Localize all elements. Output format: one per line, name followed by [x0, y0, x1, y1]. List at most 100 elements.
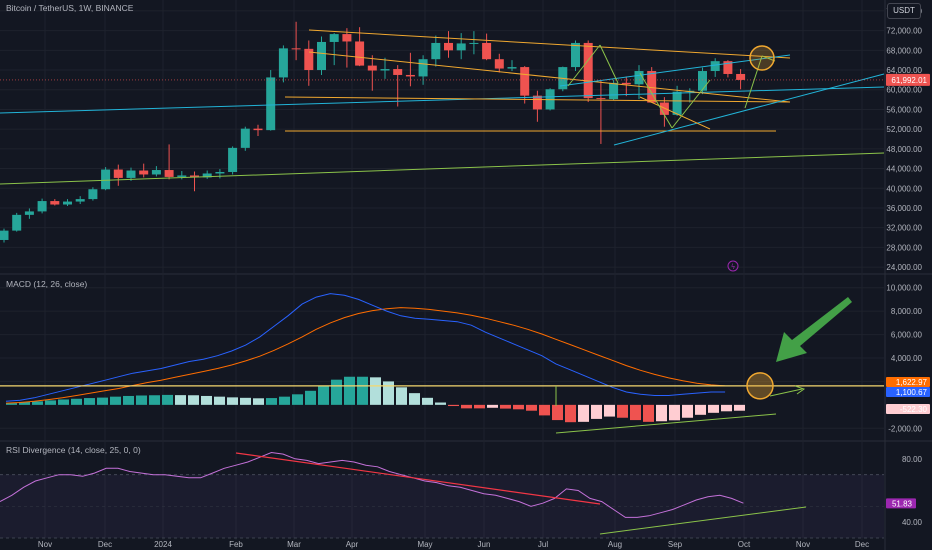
macd-histogram-bar	[58, 399, 69, 405]
grid-lines	[0, 0, 884, 540]
price-axis-tick-label: 72,000.00	[886, 27, 922, 36]
time-axis-tick-label: Aug	[608, 540, 622, 549]
macd-histogram-bar	[461, 404, 472, 409]
candle-body	[393, 69, 403, 75]
candle-body	[494, 59, 504, 69]
rsi-band	[0, 474, 884, 539]
candle-body	[355, 41, 365, 66]
candle-body	[50, 201, 60, 205]
trendline-drawings[interactable]	[0, 29, 885, 185]
rsi-title[interactable]: RSI Divergence (14, close, 25, 0, 0)	[6, 445, 141, 455]
macd-histogram-bar	[721, 404, 732, 412]
macd-histogram-bar	[149, 395, 160, 405]
candle-body	[253, 128, 263, 131]
macd-histogram-bar	[136, 395, 147, 405]
event-marker-icon[interactable]	[727, 260, 739, 272]
macd-histogram-bar	[162, 394, 173, 405]
time-axis[interactable]: Nov Dec 2024 Feb Mar Apr May Jun Jul Aug Sep Oct Nov…	[38, 540, 869, 549]
signal-line	[5, 307, 726, 404]
price-axis-tick-label: 24,000.00	[886, 263, 922, 272]
projection-up-3	[744, 55, 763, 109]
macd-histogram-bar	[84, 398, 95, 405]
macd-histogram-bar	[591, 404, 602, 419]
macd-histogram-bar	[500, 404, 511, 409]
descending-channel-top	[308, 29, 791, 59]
macd-histogram-bar	[214, 396, 225, 405]
macd-histogram-bar	[643, 404, 654, 422]
candle-body	[736, 73, 746, 80]
macd-histogram-bar	[201, 395, 212, 405]
macd-title[interactable]: MACD (12, 26, close)	[6, 279, 87, 289]
macd-histogram-bar	[578, 404, 589, 422]
candle-body	[317, 41, 326, 71]
macd-histogram-bar	[292, 394, 303, 405]
candle-body	[456, 43, 466, 51]
time-axis-tick-label: May	[417, 540, 432, 549]
currency-selector[interactable]: USDT	[887, 3, 921, 19]
macd-axis-tick-label: 4,000.00	[891, 354, 923, 363]
macd-histogram-bar	[383, 381, 394, 405]
candle-body	[482, 42, 492, 60]
candle-body	[113, 169, 123, 178]
macd-histogram-bar	[357, 376, 368, 405]
macd-histogram-bar	[240, 397, 251, 405]
macd-value-tag	[886, 387, 930, 397]
macd-histogram-bar	[110, 396, 121, 405]
candle-body	[304, 48, 314, 71]
descending-channel-bottom	[284, 96, 791, 103]
big-green-arrow	[776, 297, 852, 362]
candle-body	[228, 147, 238, 173]
channel-upper-cyan	[559, 54, 791, 87]
macd-projection-arrowhead	[794, 385, 806, 395]
macd-histogram-bar	[513, 404, 524, 410]
macd-histogram-bar	[474, 404, 485, 409]
price-axis-tick-label: 68,000.00	[886, 46, 922, 55]
time-axis-tick-label: Nov	[38, 540, 52, 549]
candle-body	[520, 67, 530, 96]
candle-body	[190, 175, 199, 178]
candle-body	[75, 199, 85, 202]
macd-histogram-bar	[630, 404, 641, 421]
time-axis-tick-label: Sep	[668, 540, 683, 549]
macd-histogram-bar	[565, 404, 576, 423]
candle-body	[0, 230, 9, 240]
candle-body	[634, 71, 644, 85]
macd-axis-tick-label: 10,000.00	[886, 284, 922, 293]
time-axis-tick-label: Nov	[796, 540, 810, 549]
time-axis-tick-label: Dec	[98, 540, 112, 549]
macd-histogram-bar	[409, 393, 420, 405]
candle-body	[723, 61, 733, 74]
last-price-tag	[886, 73, 930, 86]
candle-body	[507, 67, 517, 69]
candle-body	[37, 201, 47, 212]
long-term-trendline-green	[0, 152, 885, 185]
price-axis-tick-label: 64,000.00	[886, 66, 922, 75]
price-axis-tick-label: 36,000.00	[886, 204, 922, 213]
rsi-axis-tick-label: 40.00	[902, 518, 923, 527]
price-axis-tick-label: 44,000.00	[886, 165, 922, 174]
descending-channel-mid	[308, 51, 791, 103]
candle-body	[63, 201, 72, 205]
price-axis[interactable]: 76,000.0072,000.0068,000.0064,000.0060,0…	[0, 7, 930, 527]
candle-body	[672, 91, 682, 115]
candle-body	[647, 71, 657, 103]
wedge-line	[639, 96, 711, 130]
candle-body	[24, 211, 34, 215]
macd-histogram-bar	[123, 395, 134, 405]
projection-down-1	[599, 44, 619, 84]
time-axis-tick-label: Feb	[229, 540, 243, 549]
candle-body	[609, 82, 619, 100]
macd-value-label: -522.30	[900, 405, 928, 414]
candle-body	[139, 170, 149, 175]
macd-histogram-bar	[253, 398, 264, 405]
macd-histogram-bar	[396, 387, 407, 405]
candle-body	[88, 189, 98, 200]
symbol-title[interactable]: Bitcoin / TetherUS, 1W, BINANCE	[6, 3, 134, 13]
time-axis-tick-label: Mar	[287, 540, 301, 549]
macd-histogram-bar	[71, 398, 82, 405]
projection-up-2	[671, 79, 711, 129]
macd-histogram-bar	[305, 390, 316, 405]
projection-up-1	[567, 44, 601, 87]
macd-value-label: 1,622.97	[896, 378, 928, 387]
